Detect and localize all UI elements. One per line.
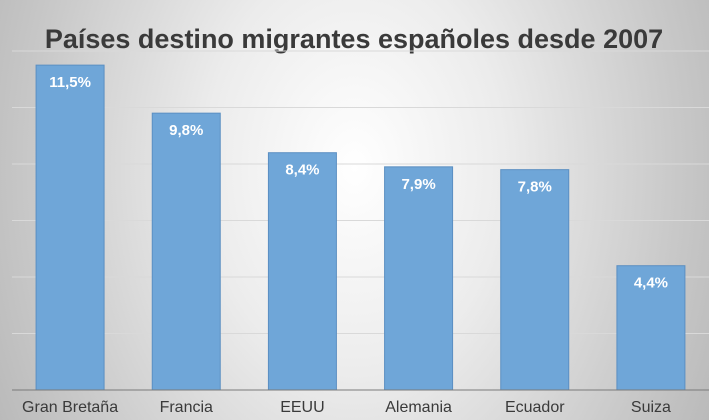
gridlines — [12, 50, 709, 334]
data-label: 7,8% — [518, 179, 552, 196]
category-label: EEUU — [280, 399, 324, 416]
chart-title: Países destino migrantes españoles desde… — [45, 24, 663, 54]
bar — [267, 152, 337, 391]
data-label: 7,9% — [401, 176, 435, 193]
bars — [35, 64, 686, 391]
data-label: 11,5% — [49, 74, 91, 91]
category-label: Alemania — [385, 399, 452, 416]
bar — [151, 112, 221, 391]
bar — [500, 169, 570, 391]
category-label: Gran Bretaña — [22, 399, 118, 416]
data-label: 9,8% — [169, 122, 203, 139]
data-label: 8,4% — [285, 162, 319, 179]
data-labels: 11,5% 9,8% 8,4% 7,9% 7,8% 4,4% — [49, 74, 668, 292]
category-label: Francia — [160, 399, 213, 416]
bar — [384, 166, 454, 391]
bar — [35, 64, 105, 391]
category-label: Suiza — [631, 399, 671, 416]
category-label: Ecuador — [505, 399, 565, 416]
category-labels: Gran Bretaña Francia EEUU Alemania Ecuador Su… — [22, 399, 671, 416]
data-label: 4,4% — [634, 275, 668, 292]
